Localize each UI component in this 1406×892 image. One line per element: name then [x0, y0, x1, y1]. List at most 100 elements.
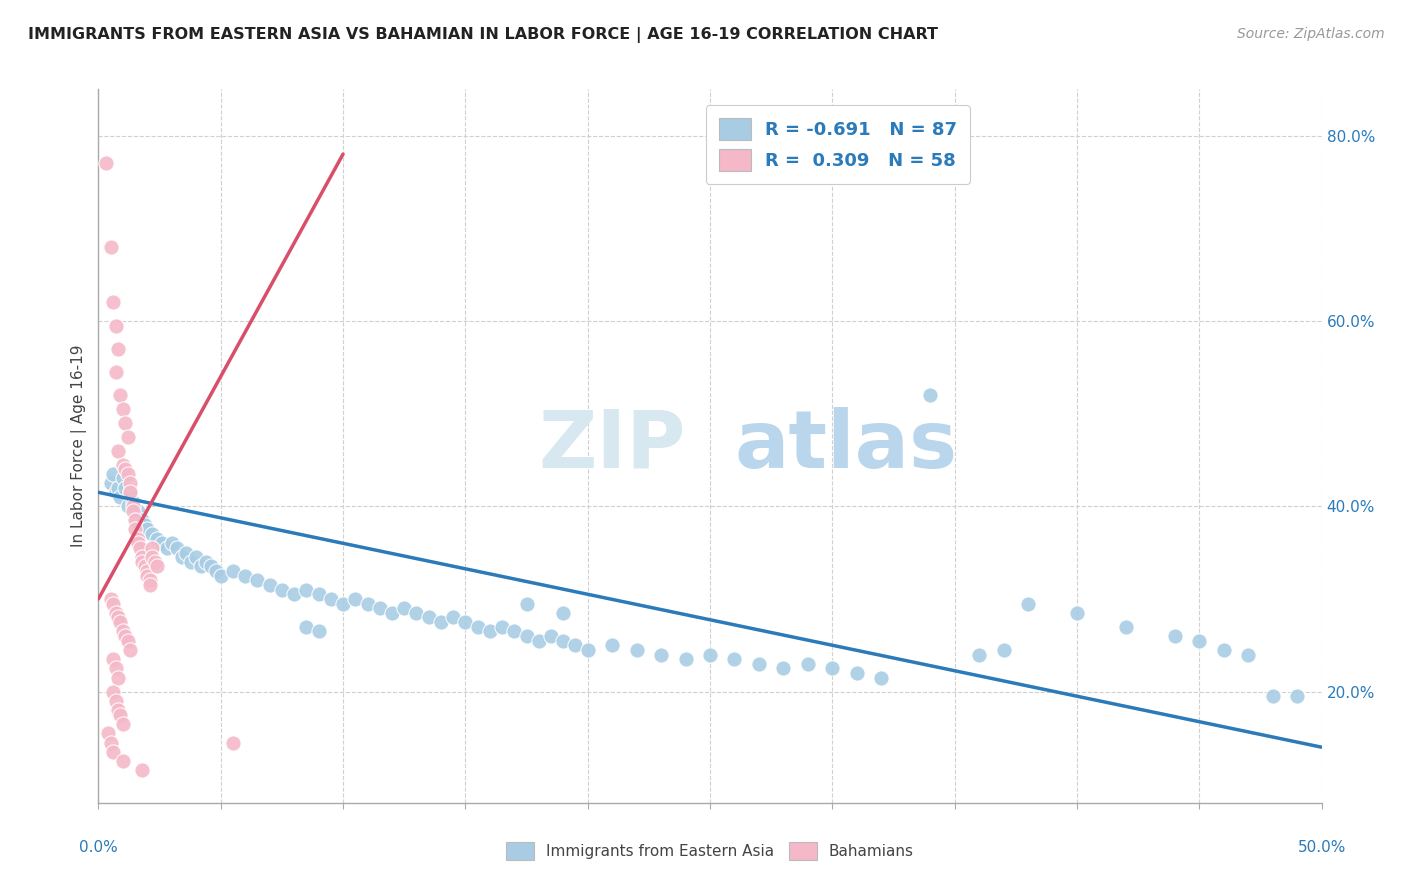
Point — [101, 745, 124, 759]
Point — [491, 620, 513, 634]
Point — [104, 694, 127, 708]
Point — [97, 726, 120, 740]
Point — [120, 485, 142, 500]
Point — [141, 527, 163, 541]
Point — [772, 661, 794, 675]
Point — [553, 633, 575, 648]
Point — [600, 638, 623, 652]
Point — [131, 513, 153, 527]
Point — [467, 620, 489, 634]
Point — [111, 624, 134, 639]
Point — [797, 657, 820, 671]
Point — [101, 684, 124, 698]
Point — [1164, 629, 1187, 643]
Point — [100, 476, 122, 491]
Point — [120, 485, 142, 500]
Point — [120, 643, 142, 657]
Text: 50.0%: 50.0% — [1298, 840, 1346, 855]
Point — [114, 416, 136, 430]
Point — [920, 388, 942, 402]
Point — [101, 652, 124, 666]
Point — [117, 430, 139, 444]
Point — [308, 624, 330, 639]
Point — [100, 240, 122, 254]
Point — [1212, 643, 1234, 657]
Point — [626, 643, 648, 657]
Point — [405, 606, 427, 620]
Point — [650, 648, 672, 662]
Point — [143, 555, 166, 569]
Point — [515, 597, 537, 611]
Point — [503, 624, 526, 639]
Legend: Immigrants from Eastern Asia, Bahamians: Immigrants from Eastern Asia, Bahamians — [501, 836, 920, 866]
Point — [205, 564, 228, 578]
Point — [430, 615, 453, 629]
Point — [259, 578, 281, 592]
Point — [136, 568, 159, 582]
Point — [156, 541, 179, 555]
Point — [114, 629, 136, 643]
Text: ZIP: ZIP — [538, 407, 686, 485]
Point — [1237, 648, 1260, 662]
Point — [110, 490, 132, 504]
Point — [160, 536, 183, 550]
Point — [1066, 606, 1088, 620]
Point — [117, 467, 139, 481]
Point — [146, 559, 169, 574]
Point — [821, 661, 844, 675]
Point — [107, 342, 129, 356]
Point — [134, 559, 156, 574]
Point — [124, 513, 146, 527]
Point — [110, 615, 132, 629]
Point — [454, 615, 477, 629]
Point — [110, 388, 132, 402]
Point — [675, 652, 697, 666]
Point — [131, 555, 153, 569]
Point — [176, 545, 198, 559]
Point — [1261, 690, 1284, 704]
Point — [121, 494, 143, 508]
Point — [344, 591, 367, 606]
Point — [136, 564, 159, 578]
Point — [101, 295, 124, 310]
Point — [104, 606, 127, 620]
Point — [107, 481, 129, 495]
Point — [392, 601, 416, 615]
Point — [107, 703, 129, 717]
Point — [111, 717, 134, 731]
Point — [368, 601, 391, 615]
Point — [124, 523, 146, 537]
Point — [131, 764, 153, 778]
Point — [124, 508, 146, 523]
Point — [114, 462, 136, 476]
Point — [131, 550, 153, 565]
Point — [170, 550, 193, 565]
Point — [107, 671, 129, 685]
Point — [1115, 620, 1137, 634]
Point — [136, 523, 159, 537]
Point — [967, 648, 990, 662]
Point — [114, 481, 136, 495]
Point — [845, 666, 868, 681]
Point — [478, 624, 501, 639]
Point — [100, 591, 122, 606]
Point — [332, 597, 354, 611]
Point — [101, 467, 124, 481]
Point — [94, 156, 117, 170]
Point — [699, 648, 721, 662]
Point — [222, 564, 245, 578]
Text: atlas: atlas — [734, 407, 957, 485]
Point — [104, 318, 127, 333]
Point — [111, 471, 134, 485]
Point — [121, 500, 143, 514]
Point — [1188, 633, 1211, 648]
Point — [100, 735, 122, 749]
Point — [134, 517, 156, 532]
Point — [120, 476, 142, 491]
Point — [441, 610, 464, 624]
Point — [111, 458, 134, 472]
Point — [356, 597, 378, 611]
Point — [104, 365, 127, 379]
Point — [117, 500, 139, 514]
Point — [195, 555, 218, 569]
